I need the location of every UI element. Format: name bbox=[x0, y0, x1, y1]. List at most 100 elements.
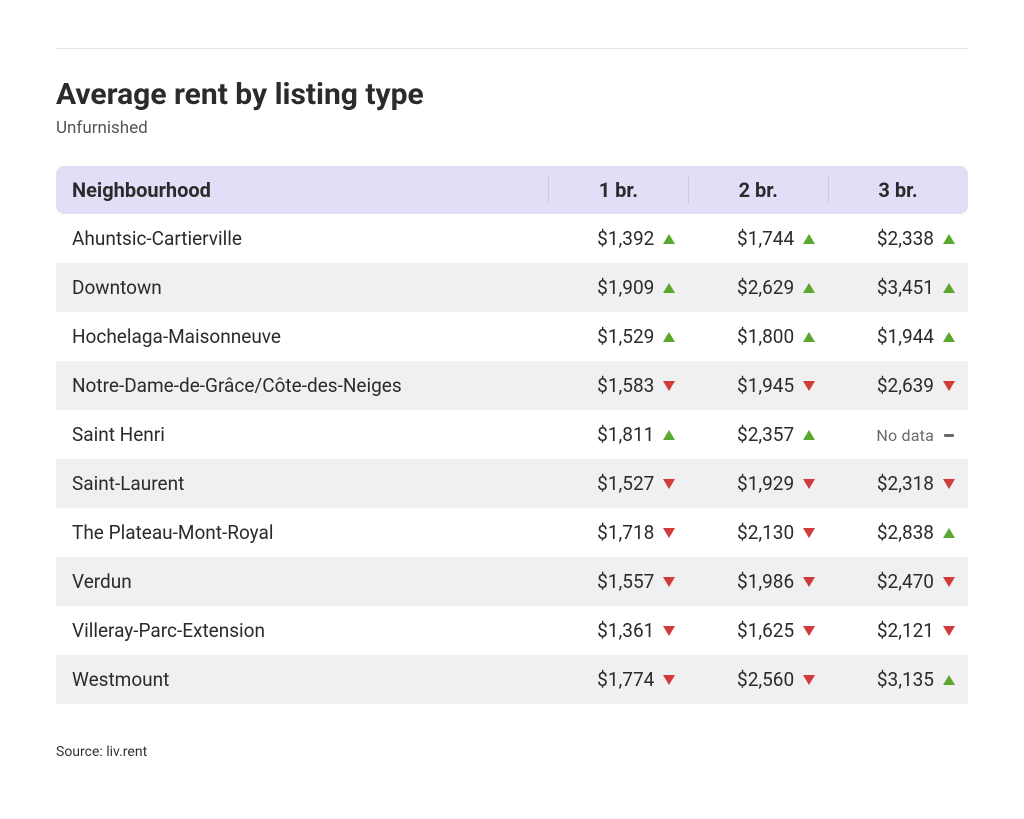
rent-value: $1,945 bbox=[737, 374, 794, 397]
page-subtitle: Unfurnished bbox=[56, 118, 968, 138]
top-divider bbox=[56, 48, 968, 49]
table-row: Villeray-Parc-Extension$1,361$1,625$2,12… bbox=[56, 606, 968, 655]
trend-down-icon bbox=[802, 675, 816, 685]
trend-up-icon bbox=[662, 283, 676, 293]
trend-up-icon bbox=[802, 430, 816, 440]
rent-cell-br3: $2,639 bbox=[828, 361, 968, 410]
neighbourhood-name: Ahuntsic-Cartierville bbox=[56, 214, 548, 263]
trend-up-icon bbox=[662, 430, 676, 440]
rent-cell-br1: $1,392 bbox=[548, 214, 688, 263]
table-row: Verdun $1,557 $1,986 $2,470 bbox=[56, 557, 968, 606]
rent-value: $2,318 bbox=[877, 472, 934, 495]
rent-cell-br2: $1,744 bbox=[688, 214, 828, 263]
table-row: Downtown $1,909 $2,629 $3,451 bbox=[56, 263, 968, 312]
rent-cell-br2: $1,945 bbox=[688, 361, 828, 410]
trend-down-icon bbox=[942, 626, 956, 636]
trend-up-icon bbox=[942, 675, 956, 685]
rent-cell-br1: $1,718 bbox=[548, 508, 688, 557]
rent-cell-br3: $3,451 bbox=[828, 263, 968, 312]
neighbourhood-name: Verdun bbox=[56, 557, 548, 606]
trend-down-icon bbox=[662, 528, 676, 538]
rent-cell-br2: $2,130 bbox=[688, 508, 828, 557]
trend-up-icon bbox=[802, 234, 816, 244]
rent-cell-br1: $1,583 bbox=[548, 361, 688, 410]
neighbourhood-name: Westmount bbox=[56, 655, 548, 704]
rent-cell-br1: $1,774 bbox=[548, 655, 688, 704]
trend-up-icon bbox=[942, 528, 956, 538]
trend-up-icon bbox=[662, 332, 676, 342]
rent-cell-br2: $1,800 bbox=[688, 312, 828, 361]
rent-value: $2,639 bbox=[877, 374, 934, 397]
rent-value: No data bbox=[876, 426, 934, 445]
col-header-3br: 3 br. bbox=[828, 166, 968, 214]
rent-value: $1,909 bbox=[597, 276, 654, 299]
table-row: Westmount $1,774 $2,560 $3,135 bbox=[56, 655, 968, 704]
trend-up-icon bbox=[802, 283, 816, 293]
trend-down-icon bbox=[662, 577, 676, 587]
rent-cell-br1: $1,909 bbox=[548, 263, 688, 312]
trend-down-icon bbox=[662, 479, 676, 489]
rent-value: $2,357 bbox=[737, 423, 794, 446]
rent-value: $3,451 bbox=[877, 276, 934, 299]
rent-value: $1,811 bbox=[597, 423, 654, 446]
rent-table: Neighbourhood 1 br. 2 br. 3 br. Ahuntsic… bbox=[56, 166, 968, 704]
table-row: Saint Henri $1,811 $2,357 No data bbox=[56, 410, 968, 459]
rent-value: $2,838 bbox=[877, 521, 934, 544]
col-header-1br: 1 br. bbox=[548, 166, 688, 214]
trend-down-icon bbox=[802, 528, 816, 538]
rent-value: $1,744 bbox=[737, 227, 794, 250]
trend-up-icon bbox=[662, 234, 676, 244]
rent-cell-br3: $2,838 bbox=[828, 508, 968, 557]
rent-cell-br2: $1,986 bbox=[688, 557, 828, 606]
neighbourhood-name: Hochelaga-Maisonneuve bbox=[56, 312, 548, 361]
rent-value: $2,560 bbox=[737, 668, 794, 691]
rent-value: $1,625 bbox=[737, 619, 794, 642]
neighbourhood-name: Saint Henri bbox=[56, 410, 548, 459]
rent-cell-br1: $1,361 bbox=[548, 606, 688, 655]
rent-value: $2,629 bbox=[737, 276, 794, 299]
col-header-2br: 2 br. bbox=[688, 166, 828, 214]
rent-value: $1,361 bbox=[597, 619, 654, 642]
table-row: Ahuntsic-Cartierville $1,392 $1,744 $2,338 bbox=[56, 214, 968, 263]
rent-value: $1,986 bbox=[737, 570, 794, 593]
rent-value: $1,718 bbox=[597, 521, 654, 544]
source-label: Source: liv.rent bbox=[56, 744, 968, 760]
neighbourhood-name: Downtown bbox=[56, 263, 548, 312]
trend-up-icon bbox=[942, 332, 956, 342]
rent-cell-br2: $2,357 bbox=[688, 410, 828, 459]
trend-up-icon bbox=[802, 332, 816, 342]
trend-down-icon bbox=[662, 626, 676, 636]
rent-cell-br3: $2,121 bbox=[828, 606, 968, 655]
rent-value: $3,135 bbox=[877, 668, 934, 691]
rent-value: $2,121 bbox=[877, 619, 934, 642]
rent-cell-br2: $1,929 bbox=[688, 459, 828, 508]
table-body: Ahuntsic-Cartierville$1,392$1,744$2,338D… bbox=[56, 214, 968, 704]
rent-cell-br3: $2,470 bbox=[828, 557, 968, 606]
rent-cell-br2: $1,625 bbox=[688, 606, 828, 655]
rent-cell-br3: No data bbox=[828, 410, 968, 459]
trend-up-icon bbox=[942, 234, 956, 244]
trend-down-icon bbox=[662, 675, 676, 685]
rent-value: $1,529 bbox=[597, 325, 654, 348]
neighbourhood-name: Saint-Laurent bbox=[56, 459, 548, 508]
trend-down-icon bbox=[662, 381, 676, 391]
trend-down-icon bbox=[942, 577, 956, 587]
rent-value: $1,527 bbox=[597, 472, 654, 495]
rent-cell-br3: $2,338 bbox=[828, 214, 968, 263]
rent-cell-br3: $1,944 bbox=[828, 312, 968, 361]
rent-value: $2,130 bbox=[737, 521, 794, 544]
table-header-row: Neighbourhood 1 br. 2 br. 3 br. bbox=[56, 166, 968, 214]
rent-cell-br1: $1,811 bbox=[548, 410, 688, 459]
table-row: Hochelaga-Maisonneuve $1,529 $1,800 $1,944 bbox=[56, 312, 968, 361]
rent-value: $1,944 bbox=[877, 325, 934, 348]
trend-down-icon bbox=[802, 381, 816, 391]
rent-cell-br1: $1,529 bbox=[548, 312, 688, 361]
rent-value: $1,557 bbox=[597, 570, 654, 593]
rent-cell-br1: $1,527 bbox=[548, 459, 688, 508]
trend-flat-icon bbox=[942, 434, 956, 437]
rent-value: $1,392 bbox=[597, 227, 654, 250]
rent-value: $2,470 bbox=[877, 570, 934, 593]
rent-cell-br3: $3,135 bbox=[828, 655, 968, 704]
table-row: Notre-Dame-de-Grâce/Côte-des-Neiges$1,58… bbox=[56, 361, 968, 410]
rent-value: $1,774 bbox=[597, 668, 654, 691]
